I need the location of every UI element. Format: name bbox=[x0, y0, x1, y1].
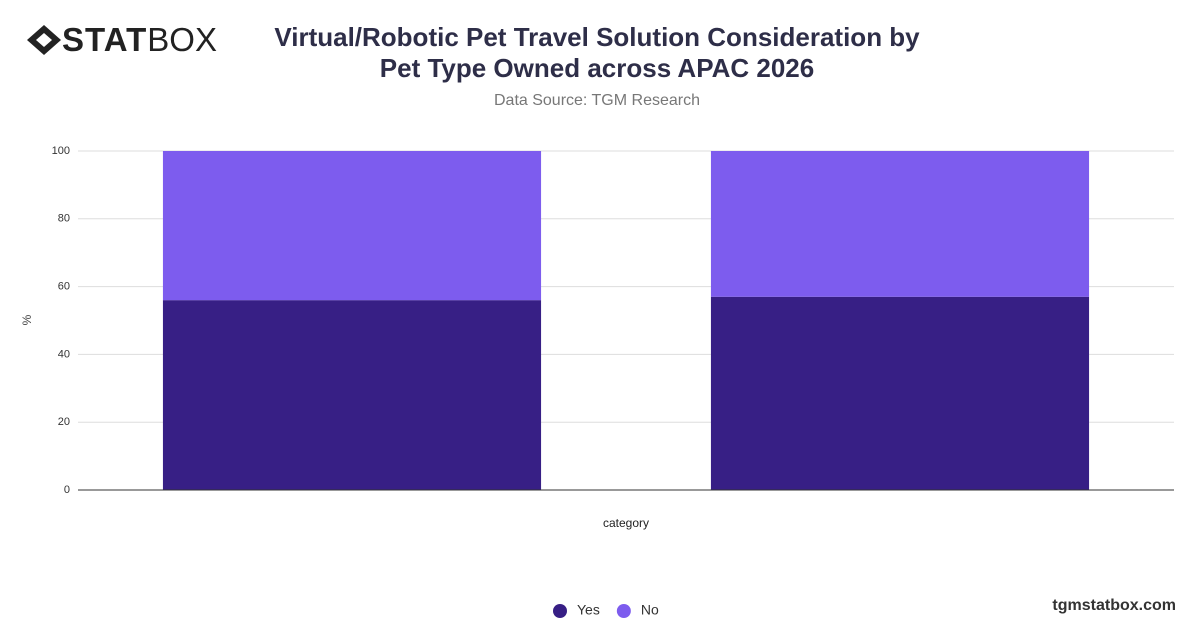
y-tick-label: 20 bbox=[58, 416, 70, 428]
legend-marker bbox=[616, 604, 631, 618]
bar-segment bbox=[710, 296, 1090, 490]
chart-title: Virtual/Robotic Pet Travel Solution Cons… bbox=[274, 22, 920, 83]
y-tick-label: 100 bbox=[52, 145, 70, 157]
chart-subtitle: Data Source: TGM Research bbox=[493, 92, 700, 109]
logo-bold: STAT bbox=[62, 21, 148, 58]
bar-segment bbox=[162, 300, 542, 490]
logo-icon bbox=[27, 25, 61, 55]
bar-segment bbox=[162, 151, 542, 301]
y-tick-label: 0 bbox=[64, 484, 70, 496]
x-axis-label: category bbox=[603, 516, 649, 530]
footer: tgmstatbox.com bbox=[1052, 597, 1176, 614]
legend-label: Yes bbox=[577, 602, 600, 618]
y-axis-label: % bbox=[20, 314, 34, 325]
y-tick-label: 40 bbox=[58, 348, 70, 360]
y-tick-label: 60 bbox=[58, 281, 70, 293]
bar-segment bbox=[710, 151, 1090, 297]
legend-label: No bbox=[641, 602, 659, 618]
logo: STAT BOX bbox=[26, 21, 217, 58]
legend-marker bbox=[553, 604, 567, 618]
logo-light: BOX bbox=[147, 21, 217, 58]
y-tick-label: 80 bbox=[58, 213, 70, 225]
